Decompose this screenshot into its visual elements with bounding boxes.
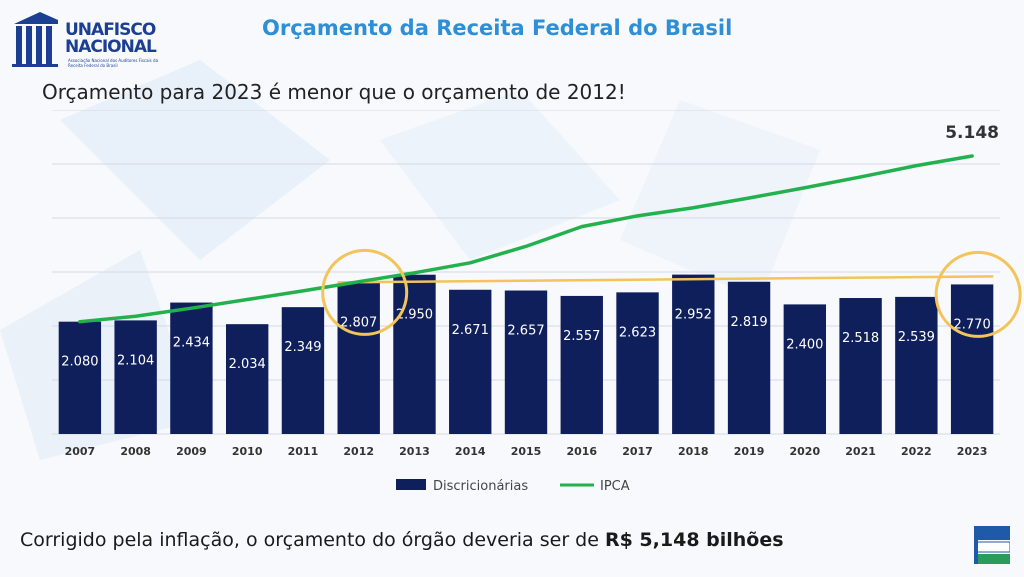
x-tick-2017: 2017 (622, 445, 653, 458)
page-title: Orçamento da Receita Federal do Brasil (262, 16, 733, 40)
x-tick-2012: 2012 (343, 445, 374, 458)
bar-label-2007: 2.080 (61, 355, 98, 370)
logo-tagline: Associação Nacional dos Auditores Fiscai… (68, 58, 159, 68)
x-tick-2007: 2007 (65, 445, 96, 458)
unafisco-logo: UNAFISCO NACIONAL Associação Nacional do… (10, 10, 160, 72)
bar-2014 (449, 289, 492, 434)
x-tick-2008: 2008 (120, 445, 151, 458)
bar-2018 (672, 274, 715, 434)
bar-label-2013: 2.950 (396, 308, 433, 323)
budget-chart: 2.080 2.104 2.434 2.034 2.349 2.807 2.950 2.671… (52, 110, 1022, 494)
legend-label-discricionarias: Discricionárias (433, 479, 528, 494)
bar-label-2012: 2.807 (340, 315, 377, 330)
reference-line (337, 275, 994, 284)
x-tick-2010: 2010 (232, 445, 263, 458)
slide-subtitle: Orçamento para 2023 é menor que o orçame… (42, 80, 626, 104)
legend-swatch-discricionarias (396, 479, 426, 490)
bar-2020 (783, 304, 827, 434)
x-tick-2015: 2015 (511, 445, 542, 458)
bar-2016 (560, 295, 603, 434)
logo-line2: NACIONAL (65, 37, 157, 57)
x-tick-2014: 2014 (455, 445, 486, 458)
x-tick-2020: 2020 (790, 445, 821, 458)
bar-label-2020: 2.400 (786, 337, 823, 352)
bar-label-2015: 2.657 (507, 324, 544, 339)
highlight-circle-2023 (934, 250, 1022, 338)
bar-2007 (58, 321, 102, 434)
x-tick-2019: 2019 (734, 445, 765, 458)
footer-text: Corrigido pela inflação, o orçamento do … (20, 529, 605, 551)
x-tick-2016: 2016 (566, 445, 597, 458)
bar-label-2009: 2.434 (173, 336, 210, 351)
highlight-circle-2012 (321, 248, 409, 336)
x-tick-2022: 2022 (901, 445, 932, 458)
bar-label-2019: 2.819 (730, 315, 767, 330)
bar-label-2018: 2.952 (675, 308, 712, 323)
footer-highlight: R$ 5,148 bilhões (604, 529, 784, 551)
x-tick-2021: 2021 (845, 445, 876, 458)
bar-label-2014: 2.671 (452, 323, 489, 338)
x-tick-2013: 2013 (399, 445, 430, 458)
x-tick-2023: 2023 (957, 445, 988, 458)
bar-label-2021: 2.518 (842, 331, 879, 346)
slide-footer: Corrigido pela inflação, o orçamento do … (20, 529, 784, 551)
bar-label-2010: 2.034 (229, 357, 266, 372)
corner-logo-icon (974, 526, 1010, 564)
bar-2017 (616, 292, 659, 434)
logo-wordmark: UNAFISCO NACIONAL (65, 20, 157, 57)
bar-2010 (225, 324, 269, 434)
bar-2011 (281, 307, 325, 434)
bar-2013 (393, 274, 436, 434)
bar-2012 (337, 282, 380, 434)
x-tick-2018: 2018 (678, 445, 709, 458)
bar-label-2011: 2.349 (284, 340, 321, 355)
legend-label-ipca: IPCA (600, 479, 630, 494)
bar-2009 (170, 302, 213, 434)
bar-2022 (895, 296, 938, 434)
ipca-end-label: 5.148 (945, 123, 999, 143)
bar-2021 (839, 298, 882, 434)
ipca-line (78, 154, 974, 324)
building-columns-icon (12, 12, 58, 67)
bar-label-2023: 2.770 (954, 317, 991, 332)
bar-label-2016: 2.557 (563, 329, 600, 344)
bar-2015 (504, 290, 548, 434)
bar-label-2017: 2.623 (619, 325, 656, 340)
bar-2008 (114, 320, 157, 434)
bar-label-2008: 2.104 (117, 353, 154, 368)
bar-2023 (950, 284, 994, 434)
logo-line1: UNAFISCO (65, 20, 156, 40)
bar-2019 (727, 281, 771, 434)
x-tick-2011: 2011 (288, 445, 319, 458)
bar-label-2022: 2.539 (898, 330, 935, 345)
x-tick-2009: 2009 (176, 445, 207, 458)
